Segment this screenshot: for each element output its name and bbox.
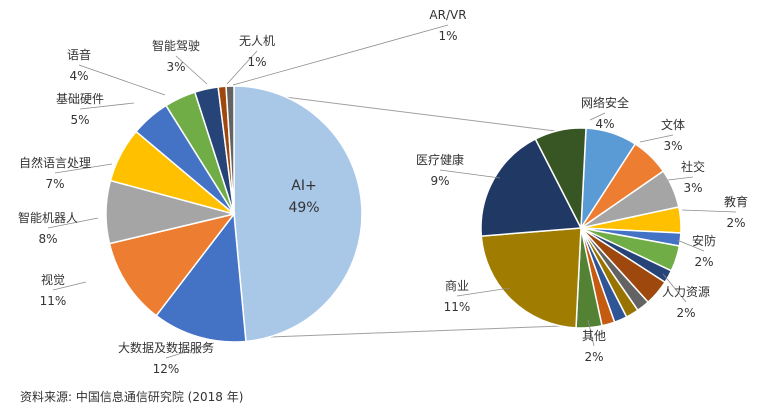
sub-label-3: 教育 [724,194,748,209]
sub-label-5: 安防 [692,233,716,248]
main-label-2: 视觉 [41,272,65,287]
sub-label-2: 社交 [681,159,705,174]
sub-percent-13: 11% [444,300,471,314]
main-leader-6 [78,64,166,96]
main-label-1: 大数据及数据服务 [118,340,214,355]
main-leader-7 [175,55,208,85]
sub-percent-5: 2% [694,255,713,269]
main-label-5: 基础硬件 [56,92,104,106]
main-label-9: AR/VR [429,8,466,22]
main-percent-6: 4% [69,69,88,83]
main-label-7: 智能驾驶 [152,38,200,53]
main-leader-2 [52,281,87,291]
main-pie [105,85,363,343]
sub-leader-12 [587,319,595,347]
sub-label-12: 其他 [582,329,606,343]
sub-percent-7: 2% [676,306,695,320]
main-percent-9: 1% [438,29,457,43]
main-percent-1: 12% [153,362,180,376]
sub-label-13: 商业 [445,278,469,293]
sub-percent-0: 4% [595,117,614,131]
sub-label-0: 网络安全 [581,95,629,110]
leader-lines [47,24,737,359]
sub-percent-1: 3% [663,139,682,153]
sub-label-14: 医疗健康 [416,152,464,167]
main-slice-2 [108,212,236,317]
secondary-pie [480,127,682,329]
main-label-0: AI+ [291,178,316,194]
data-labels: AI+ 49% 大数据及数据服务 12% 视觉 11% 智能机器人 8% 自然语言处理 7% 基础硬… [18,8,748,376]
sub-label-1: 文体 [661,117,685,132]
sub-leader-3 [681,209,737,213]
main-percent-5: 5% [70,113,89,127]
source-note: 资料来源: 中国信息通信研究院 (2018 年) [20,389,243,404]
main-percent-0: 49% [288,200,319,216]
main-leader-9 [232,24,449,86]
main-percent-2: 11% [40,294,67,308]
sub-leader-0 [589,112,606,121]
main-label-8: 无人机 [239,34,275,48]
sub-slice-13 [480,227,582,329]
connector-bottom [244,325,562,339]
connector-lines [244,91,562,339]
sub-leader-14 [439,169,501,179]
main-leader-8 [226,50,258,85]
main-slice-9 [225,85,235,215]
sub-leader-5 [676,239,705,252]
main-percent-4: 7% [45,177,64,191]
sub-percent-12: 2% [584,350,603,364]
main-leader-5 [79,102,135,110]
sub-leader-13 [456,287,511,297]
main-percent-8: 1% [247,55,266,69]
sub-slice-14 [480,138,583,237]
main-label-4: 自然语言处理 [19,155,91,170]
main-label-3: 智能机器人 [18,210,78,225]
sub-slice-15 [534,127,587,231]
main-leader-3 [47,217,99,229]
sub-percent-14: 9% [430,174,449,188]
main-slice-0 [233,85,363,343]
sub-percent-2: 3% [683,181,702,195]
sub-percent-3: 2% [726,216,745,230]
main-slice-1 [155,212,247,343]
main-label-6: 语音 [67,47,91,62]
main-leader-1 [165,342,215,359]
sub-leader-7 [662,273,687,303]
main-leader-4 [54,163,113,174]
sub-leader-1 [639,134,674,143]
sub-leader-2 [667,176,694,181]
main-percent-7: 3% [166,60,185,74]
main-percent-3: 8% [38,232,57,246]
sub-label-7: 人力资源 [662,285,710,299]
connector-top [244,91,557,132]
